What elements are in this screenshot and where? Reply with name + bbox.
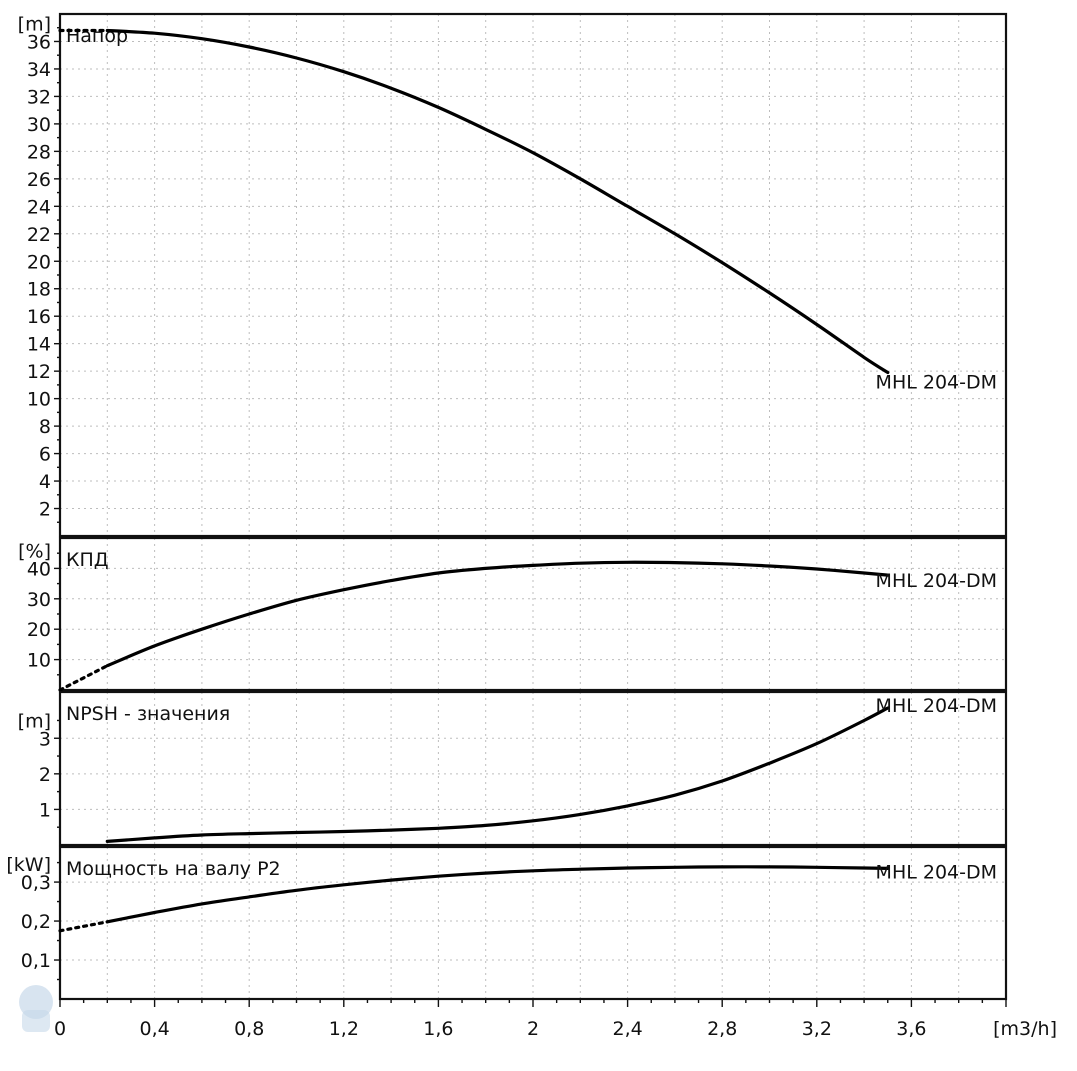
y-tick-label: 32: [27, 86, 51, 108]
y-unit-label: [m]: [18, 710, 51, 732]
x-tick-label: 3,2: [802, 1018, 832, 1040]
x-tick-label: 2,4: [612, 1018, 642, 1040]
y-tick-label: 0,1: [21, 950, 51, 972]
y-tick-label: 28: [27, 141, 51, 163]
y-tick-label: 6: [39, 444, 51, 466]
y-tick-label: 10: [27, 650, 51, 672]
y-tick-label: 0,2: [21, 911, 51, 933]
y-tick-label: 20: [27, 619, 51, 641]
y-tick-label: 30: [27, 589, 51, 611]
curve-dotted-start: [58, 664, 109, 692]
curve-label: MHL 204-DM: [876, 372, 997, 394]
y-unit-label: [m]: [18, 13, 51, 35]
y-tick-label: 18: [27, 279, 51, 301]
y-tick-label: 16: [27, 306, 51, 328]
curve-line: [105, 28, 890, 375]
x-tick-label: 2,8: [707, 1018, 737, 1040]
y-tick-label: 20: [27, 251, 51, 273]
y-tick-label: 12: [27, 361, 51, 383]
y-tick-label: 24: [27, 196, 51, 218]
y-tick-label: 36: [27, 31, 51, 53]
curve-label: MHL 204-DM: [876, 695, 997, 717]
curve-line: [105, 865, 890, 924]
y-unit-label: [kW]: [6, 854, 51, 876]
panel-title: Напор: [66, 25, 128, 47]
curve-line: [105, 706, 890, 843]
x-tick-label: 3,6: [896, 1018, 926, 1040]
x-tick-label: 1,6: [423, 1018, 453, 1040]
y-tick-label: 0,3: [21, 872, 51, 894]
panel-frame: [58, 690, 1008, 847]
panel-title: КПД: [66, 549, 109, 571]
panel-frame: [58, 536, 1008, 692]
x-tick-label: 2: [527, 1018, 539, 1040]
y-tick-label: 2: [39, 499, 51, 521]
y-tick-label: 3: [39, 728, 51, 750]
curve-label: MHL 204-DM: [876, 861, 997, 883]
curve-line: [105, 560, 890, 668]
x-tick-label: 1,2: [329, 1018, 359, 1040]
y-tick-label: 1: [39, 799, 51, 821]
curve-dotted-start: [58, 920, 109, 933]
curve-label: MHL 204-DM: [876, 570, 997, 592]
y-tick-label: 34: [27, 59, 51, 81]
y-tick-label: 8: [39, 416, 51, 438]
y-tick-label: 30: [27, 114, 51, 136]
y-tick-label: 10: [27, 389, 51, 411]
watermark-logo-body: [22, 1010, 50, 1032]
y-tick-label: 26: [27, 169, 51, 191]
y-tick-label: 22: [27, 224, 51, 246]
x-tick-label: 0: [54, 1018, 66, 1040]
y-tick-label: 40: [27, 558, 51, 580]
panel-title: NPSH - значения: [66, 703, 230, 725]
x-tick-label: 0,4: [139, 1018, 169, 1040]
x-unit-label: [m3/h]: [993, 1018, 1057, 1040]
y-tick-label: 4: [39, 471, 51, 493]
y-tick-label: 2: [39, 764, 51, 786]
panel-title: Мощность на валу P2: [66, 858, 281, 880]
x-tick-label: 0,8: [234, 1018, 264, 1040]
y-tick-label: 14: [27, 334, 51, 356]
y-unit-label: [%]: [18, 540, 51, 562]
